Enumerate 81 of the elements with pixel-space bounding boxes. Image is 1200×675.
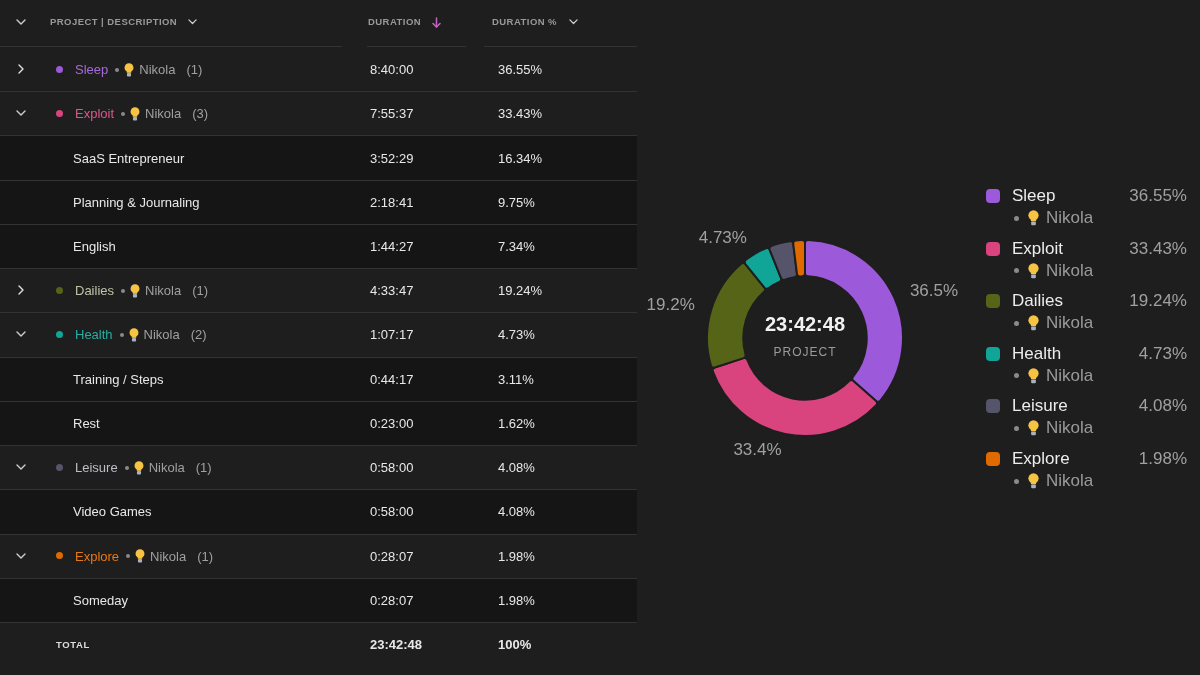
category-label: Someday — [73, 592, 128, 608]
category-label: English — [73, 239, 116, 255]
data-label: 3:52:29 — [370, 149, 414, 168]
data-label: 4.08% — [498, 459, 535, 478]
category-label: Nikola — [1046, 208, 1094, 227]
data-label: 4.73% — [698, 228, 747, 248]
data-label: 4.73% — [498, 326, 535, 345]
category-label: Nikola — [139, 62, 176, 78]
text: 19.2% — [646, 294, 695, 314]
legend-label: Leisure — [1012, 395, 1068, 418]
data-label: 1:07:17 — [370, 326, 414, 345]
data-label: 33.43% — [498, 105, 543, 124]
data-label: 0:28:07 — [370, 591, 414, 610]
data-label: 2:18:41 — [370, 193, 414, 212]
text: 23:42:48 — [764, 312, 846, 335]
data-label: 1.98% — [498, 591, 535, 610]
data-label: 8:40:00 — [370, 61, 414, 80]
category-label: Nikola — [143, 327, 180, 343]
data-label: (3) — [192, 106, 209, 122]
category-label: Nikola — [145, 106, 182, 122]
category-label: Nikola — [150, 548, 187, 564]
text: 36.5% — [909, 280, 959, 300]
data-label: (1) — [192, 283, 209, 299]
data-label: (2) — [190, 327, 207, 343]
category-label: Nikola — [148, 460, 185, 476]
data-label: 0:58:00 — [370, 459, 414, 478]
data-label: 1.98% — [1138, 448, 1187, 470]
category-label: Health — [75, 327, 113, 343]
category-label: Training / Steps — [73, 371, 164, 387]
data-label: 3.11% — [498, 370, 534, 389]
text: 33.4% — [733, 440, 782, 460]
data-label: 36.55% — [1129, 185, 1187, 207]
text: PROJECT — [773, 345, 837, 360]
legend-label: Sleep — [1012, 185, 1056, 207]
legend-label: DURATION % — [492, 16, 558, 28]
category-label: Sleep — [75, 62, 109, 78]
data-label: 0:58:00 — [370, 503, 414, 522]
category-label: Planning & Journaling — [73, 194, 200, 210]
data-label: 7:55:37 — [370, 105, 414, 124]
category-label: Nikola — [1046, 365, 1094, 385]
data-label: 19.24% — [498, 282, 543, 301]
legend-label: Exploit — [1012, 237, 1064, 260]
category-label: Nikola — [1046, 471, 1094, 490]
text: PROJECT | DESCRIPTION — [50, 16, 178, 28]
data-label: 100% — [498, 636, 532, 655]
category-label: Nikola — [1046, 313, 1094, 333]
data-label: 4:33:47 — [370, 282, 414, 301]
text: DURATION — [368, 16, 422, 28]
data-label: 9.75% — [498, 193, 535, 212]
category-label: Nikola — [145, 283, 182, 299]
text: 4.73% — [1138, 343, 1187, 363]
category-label: Explore — [75, 548, 120, 564]
data-label: 19.24% — [1129, 290, 1187, 313]
data-label: 0:44:17 — [370, 370, 414, 389]
data-label: 4.08% — [1138, 395, 1187, 418]
category-label: Nikola — [1046, 418, 1094, 438]
category-label: Dailies — [75, 283, 115, 299]
category-label: TOTAL — [56, 639, 90, 651]
legend-label: Health — [1012, 342, 1062, 365]
category-label: Video Games — [73, 504, 152, 520]
data-label: 1.98% — [498, 547, 535, 566]
data-label: 0:28:07 — [370, 547, 414, 566]
data-label: 33.43% — [1129, 237, 1187, 260]
category-label: Leisure — [75, 460, 118, 476]
data-label: (1) — [186, 62, 203, 78]
data-label: (1) — [195, 460, 212, 476]
data-label: 23:42:48 — [370, 636, 423, 655]
category-label: Rest — [73, 415, 100, 431]
data-label: 36.55% — [498, 61, 543, 80]
data-label: 0:23:00 — [370, 414, 414, 433]
data-label: 4.08% — [498, 503, 535, 522]
legend-label: Explore — [1012, 448, 1070, 470]
legend-label: Dailies — [1012, 290, 1064, 313]
category-label: Exploit — [75, 106, 115, 122]
data-label: 1:44:27 — [370, 238, 414, 256]
data-label: 7.34% — [498, 238, 535, 256]
category-label: Nikola — [1046, 260, 1094, 280]
data-label: 1.62% — [498, 414, 535, 433]
data-label: 16.34% — [498, 149, 543, 168]
category-label: SaaS Entrepreneur — [73, 150, 185, 166]
data-label: (1) — [197, 548, 214, 564]
